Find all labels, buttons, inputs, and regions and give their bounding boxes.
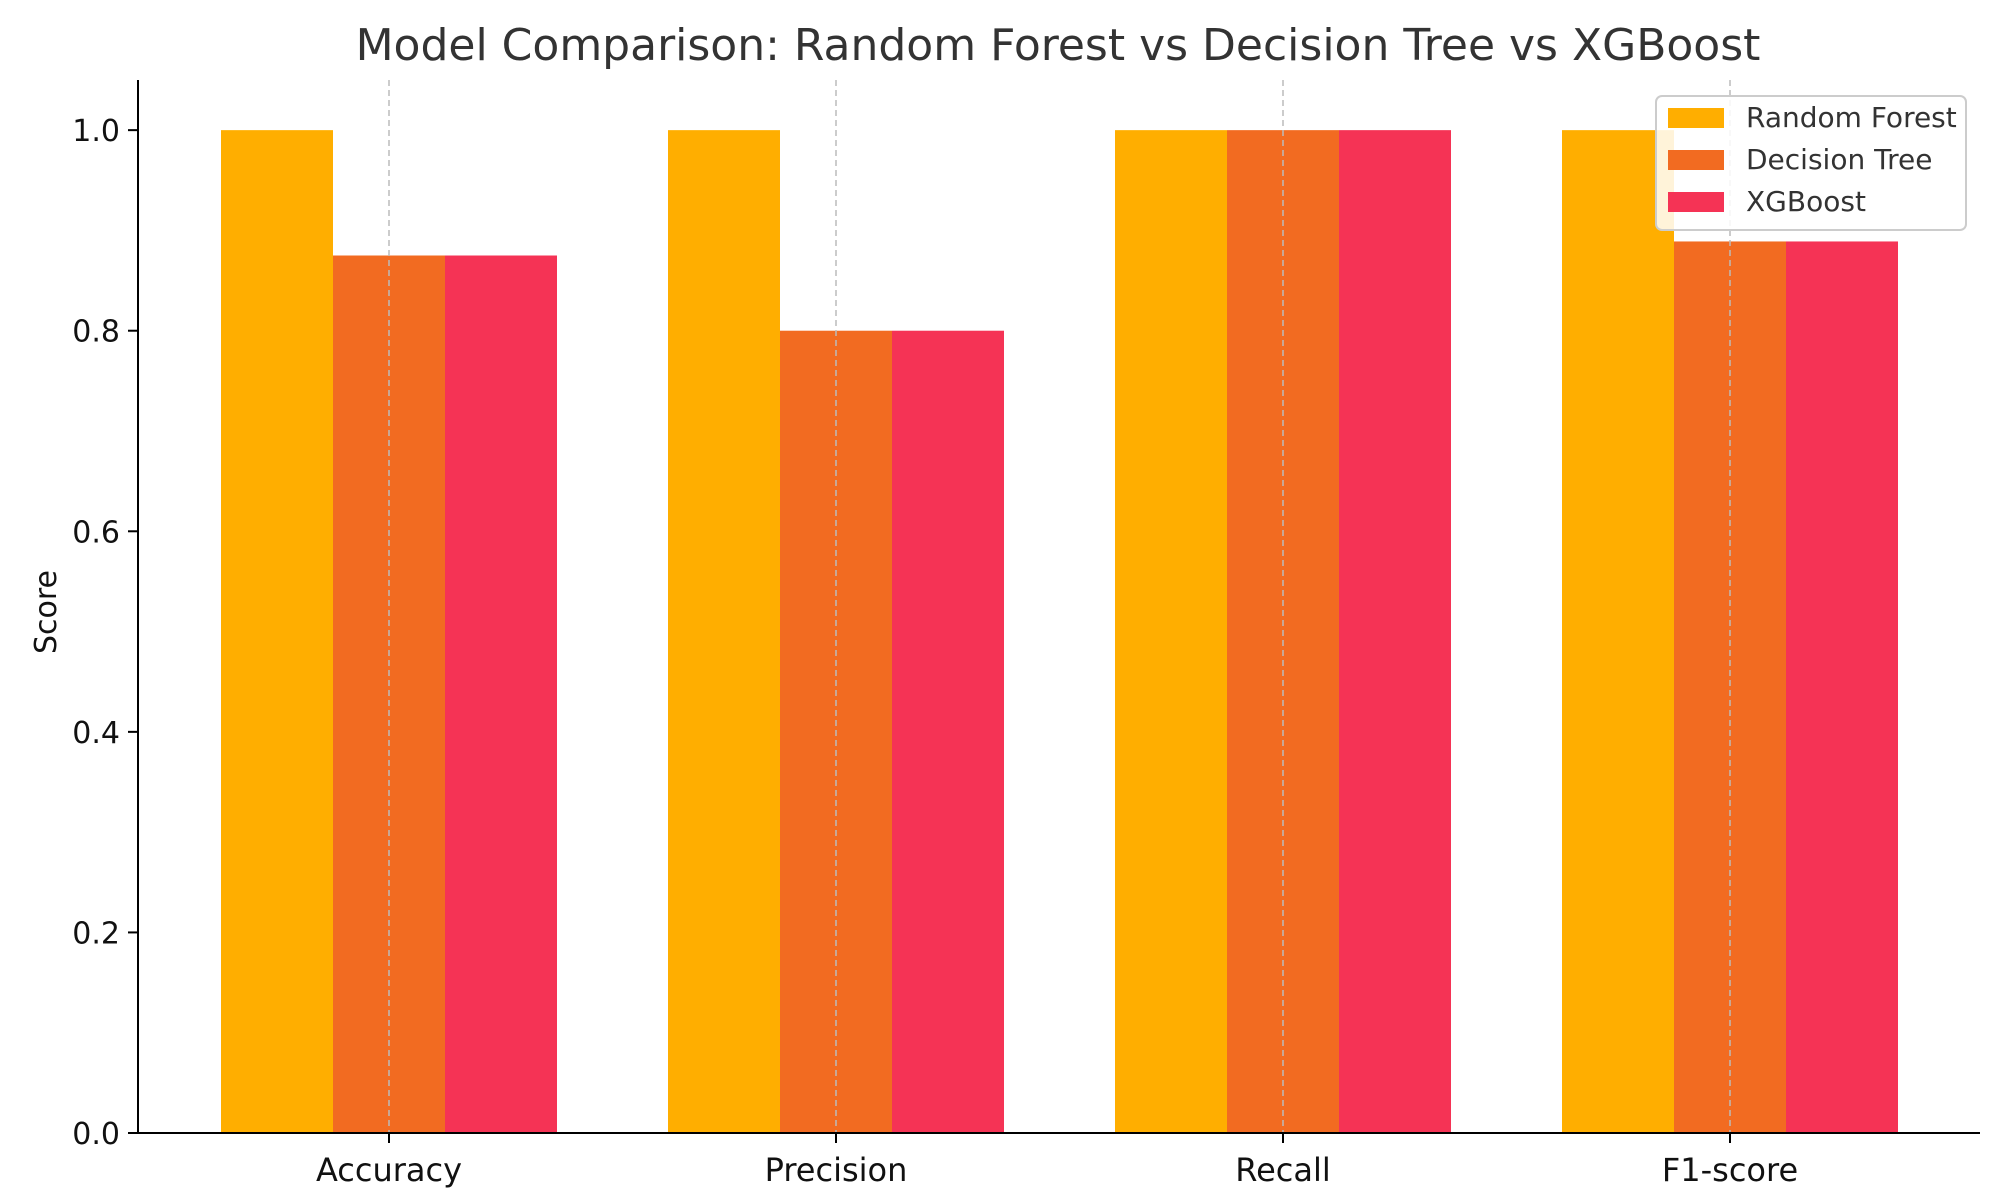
bar-xgboost-f1-score bbox=[1786, 241, 1898, 1133]
bar-random-forest-recall bbox=[1115, 130, 1227, 1134]
bar-xgboost-recall bbox=[1339, 130, 1451, 1134]
bar-xgboost-accuracy bbox=[445, 255, 557, 1133]
bar-xgboost-precision bbox=[892, 330, 1004, 1133]
chart-title: Model Comparison: Random Forest vs Decis… bbox=[356, 20, 1761, 71]
legend-swatch bbox=[1668, 192, 1724, 212]
legend-label: Random Forest bbox=[1746, 101, 1957, 134]
grid-lines bbox=[388, 80, 1731, 1133]
y-tick-label: 0.2 bbox=[72, 916, 120, 951]
bar-random-forest-f1-score bbox=[1562, 130, 1674, 1134]
y-ticks: 0.0 0.2 0.4 0.6 0.8 1.0 bbox=[72, 114, 138, 1152]
y-axis-label: Score bbox=[29, 570, 64, 654]
y-tick-label: 1.0 bbox=[72, 114, 120, 149]
bar-random-forest-accuracy bbox=[221, 130, 333, 1134]
x-ticks: Accuracy Precision Recall F1-score bbox=[316, 1133, 1798, 1189]
legend: Random Forest Decision Tree XGBoost bbox=[1655, 95, 1967, 231]
legend-swatch bbox=[1668, 150, 1724, 170]
y-tick-label: 0.4 bbox=[72, 716, 120, 751]
y-tick-label: 0.0 bbox=[72, 1117, 120, 1152]
bars bbox=[221, 130, 1898, 1134]
y-tick-label: 0.8 bbox=[72, 315, 120, 350]
legend-label: XGBoost bbox=[1746, 185, 1866, 218]
x-tick-label: Recall bbox=[1235, 1151, 1330, 1189]
legend-frame bbox=[1655, 95, 1967, 231]
bar-random-forest-precision bbox=[668, 130, 780, 1134]
legend-swatch bbox=[1668, 108, 1724, 128]
y-tick-label: 0.6 bbox=[72, 515, 120, 550]
legend-label: Decision Tree bbox=[1746, 143, 1932, 176]
x-tick-label: Accuracy bbox=[316, 1151, 462, 1189]
x-tick-label: F1-score bbox=[1662, 1151, 1798, 1189]
axes bbox=[137, 80, 1980, 1134]
x-tick-label: Precision bbox=[765, 1151, 908, 1189]
